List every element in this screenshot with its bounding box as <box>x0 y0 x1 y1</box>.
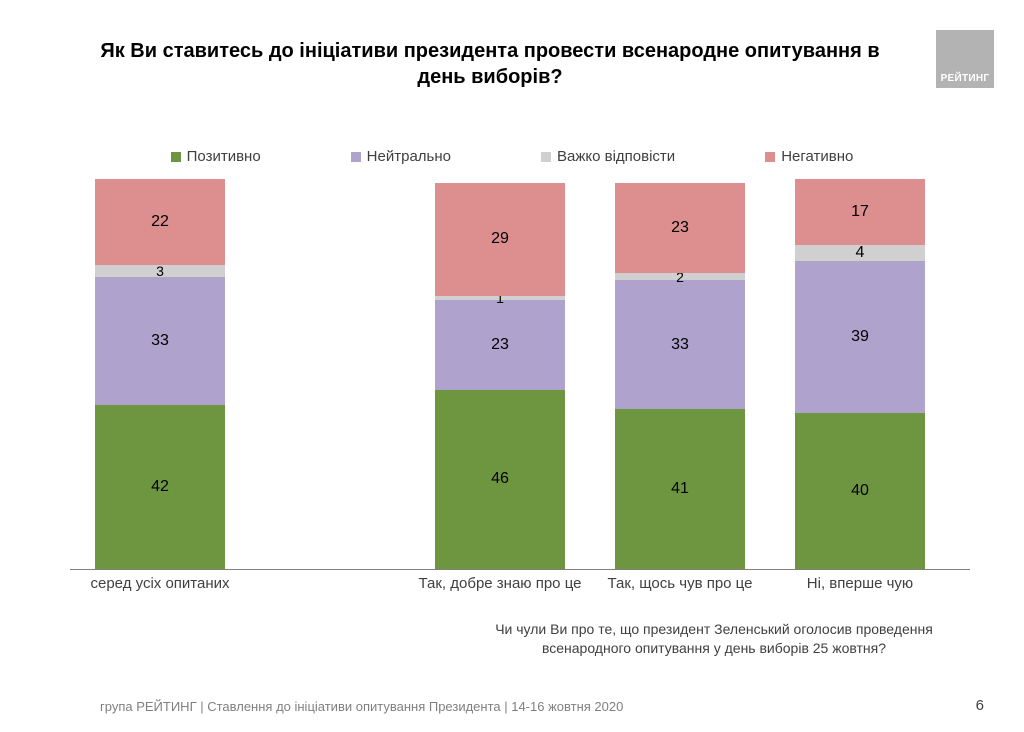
legend-label: Позитивно <box>187 148 261 165</box>
bar-segment: 39 <box>795 261 925 413</box>
bar-segment: 2 <box>615 273 745 281</box>
x-axis-label: Так, щось чув про це <box>590 575 770 592</box>
bar-value: 41 <box>671 480 689 498</box>
bar-segment: 4 <box>795 245 925 261</box>
x-axis-label: Ні, вперше чую <box>770 575 950 592</box>
legend-swatch <box>171 152 181 162</box>
bars-row: 4233322462312941332234039417 <box>70 180 970 569</box>
bar: 46 23 1 29 <box>435 183 565 569</box>
bar-value: 4 <box>856 244 865 262</box>
x-axis-label: Так, добре знаю про це <box>410 575 590 592</box>
bar-value: 23 <box>491 336 509 354</box>
legend-item: Нейтрально <box>351 148 451 165</box>
page-number: 6 <box>976 697 984 714</box>
logo-badge: РЕЙТИНГ <box>936 30 994 88</box>
bar-segment: 3 <box>95 265 225 277</box>
bar-value: 22 <box>151 213 169 231</box>
legend-item: Важко відповісти <box>541 148 675 165</box>
x-axis-label: серед усіх опитаних <box>70 575 250 592</box>
bar-value: 46 <box>491 470 509 488</box>
bar-segment: 22 <box>95 179 225 265</box>
bar-segment: 40 <box>795 413 925 569</box>
legend-swatch <box>351 152 361 162</box>
legend-label: Нейтрально <box>367 148 451 165</box>
footer-text: група РЕЙТИНГ | Ставлення до ініціативи … <box>100 699 623 714</box>
bar-segment: 1 <box>435 296 565 300</box>
legend-swatch <box>765 152 775 162</box>
bar-value: 40 <box>851 482 869 500</box>
bar-value: 39 <box>851 328 869 346</box>
bar-value: 17 <box>851 203 869 221</box>
legend-label: Важко відповісти <box>557 148 675 165</box>
bar-value: 42 <box>151 478 169 496</box>
bar: 4233322 <box>95 179 225 569</box>
legend: Позитивно Нейтрально Важко відповісти Не… <box>0 148 1024 165</box>
bar-value: 3 <box>156 263 164 279</box>
legend-item: Позитивно <box>171 148 261 165</box>
legend-item: Негативно <box>765 148 853 165</box>
bar-value: 23 <box>671 219 689 237</box>
bar-segment: 23 <box>615 183 745 273</box>
bar-segment: 33 <box>615 280 745 409</box>
bar: 41 33 2 23 <box>615 183 745 569</box>
legend-label: Негативно <box>781 148 853 165</box>
bar: 40 39 4 17 <box>795 179 925 569</box>
bar-segment: 42 <box>95 405 225 569</box>
bar-value: 29 <box>491 230 509 248</box>
bar-segment: 33 <box>95 277 225 406</box>
chart-subtitle: Чи чули Ви про те, що президент Зеленськ… <box>454 620 974 658</box>
chart-title: Як Ви ставитесь до ініціативи президента… <box>80 38 900 90</box>
bar-segment: 23 <box>435 300 565 390</box>
bar-segment: 41 <box>615 409 745 569</box>
legend-swatch <box>541 152 551 162</box>
x-axis-labels: серед усіх опитаних Так, добре знаю про ц… <box>70 575 970 592</box>
bar-segment: 29 <box>435 183 565 296</box>
bar-segment: 17 <box>795 179 925 245</box>
bar-value: 33 <box>151 332 169 350</box>
logo-text: РЕЙТИНГ <box>941 73 990 84</box>
bar-value: 33 <box>671 336 689 354</box>
bar-segment: 46 <box>435 390 565 569</box>
chart-area: 4233322462312941332234039417 <box>70 180 970 570</box>
